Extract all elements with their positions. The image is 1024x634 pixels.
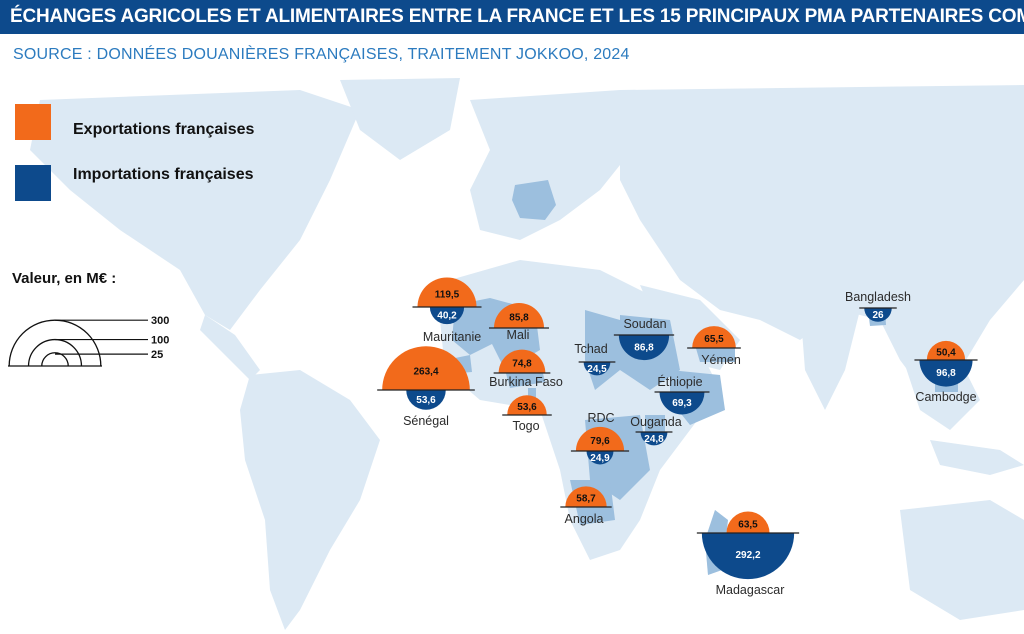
export-half-disc-madagascar — [726, 511, 770, 533]
scale-value-label: 25 — [151, 349, 163, 361]
import-half-disc-mauritanie — [429, 307, 465, 325]
country-label-y-men: Yémen — [701, 353, 741, 367]
scale-arc-25 — [41, 352, 69, 367]
import-half-disc-s-n-gal — [406, 390, 446, 410]
import-value--thiopie: 69,3 — [672, 398, 692, 409]
export-half-disc-s-n-gal — [382, 346, 470, 390]
trade-symbols: 119,5 40,2 Mauritanie 85,8 Mali 263,4 53,6 Séné… — [377, 277, 978, 597]
map-title: ÉCHANGES AGRICOLES ET ALIMENTAIRES ENTRE… — [0, 0, 1024, 34]
ouganda-shape — [645, 415, 665, 435]
export-value-y-men: 65,5 — [704, 334, 724, 345]
import-half-disc-rdc — [586, 451, 614, 465]
import-value-tchad: 24,5 — [587, 364, 607, 375]
import-value-bangladesh: 26 — [872, 310, 884, 321]
scale-value-label: 300 — [151, 315, 169, 327]
export-half-disc-mauritanie — [417, 277, 477, 307]
scale-legend: 300 100 25 — [8, 315, 169, 367]
scale-value-label: 100 — [151, 335, 169, 347]
landmass-europe — [470, 90, 640, 240]
country-label-burkina-faso: Burkina Faso — [489, 375, 563, 389]
import-value-cambodge: 96,8 — [936, 368, 956, 379]
country-label-ouganda: Ouganda — [630, 415, 681, 429]
scale-arc-300 — [8, 319, 102, 367]
import-half-disc-cambodge — [919, 360, 973, 387]
import-value-s-n-gal: 53,6 — [416, 395, 436, 406]
export-value-togo: 53,6 — [517, 402, 537, 413]
export-half-disc-mali — [493, 302, 545, 328]
import-half-disc-bangladesh — [864, 308, 892, 322]
country-label-soudan: Soudan — [623, 317, 666, 331]
country-label-bangladesh: Bangladesh — [845, 290, 911, 304]
export-half-disc-togo — [507, 395, 547, 415]
import-half-disc-ouganda — [640, 432, 668, 446]
country-label-togo: Togo — [512, 419, 539, 433]
world-map: 300 100 25 119,5 40,2 Mauritanie 85,8 Mali 263,… — [8, 78, 1024, 630]
imports-legend-label: Importations françaises — [73, 166, 254, 183]
country-label-rdc: RDC — [587, 411, 614, 425]
export-half-disc-y-men — [692, 326, 736, 348]
country-label-mali: Mali — [507, 328, 530, 342]
country-label-mauritanie: Mauritanie — [423, 330, 481, 344]
export-value-angola: 58,7 — [576, 494, 596, 505]
export-value-burkina-faso: 74,8 — [512, 358, 532, 369]
export-half-disc-burkina-faso — [498, 349, 546, 373]
country-label-angola: Angola — [565, 512, 604, 526]
landmass-south-america — [240, 370, 380, 630]
exports-swatch — [15, 104, 51, 140]
export-half-disc-cambodge — [926, 340, 966, 360]
landmass-india — [800, 305, 860, 410]
import-value-madagascar: 292,2 — [735, 550, 760, 561]
export-value-s-n-gal: 263,4 — [413, 366, 438, 377]
export-half-disc-rdc — [575, 426, 625, 451]
country-label-s-n-gal: Sénégal — [403, 414, 449, 428]
import-half-disc-madagascar — [701, 533, 795, 580]
landmass-indonesia — [930, 440, 1024, 475]
country-label-cambodge: Cambodge — [915, 390, 976, 404]
landmass-north-america — [30, 90, 360, 330]
export-value-mali: 85,8 — [509, 313, 529, 324]
yemen-shape — [695, 345, 735, 362]
export-value-rdc: 79,6 — [590, 436, 610, 447]
import-value-soudan: 86,8 — [634, 342, 654, 353]
import-half-disc--thiopie — [659, 392, 705, 415]
landmass-central-america — [200, 315, 260, 380]
map-source: SOURCE : DONNÉES DOUANIÈRES FRANÇAISES, … — [13, 46, 630, 63]
country-label--thiopie: Éthiopie — [657, 374, 702, 389]
exports-legend-label: Exportations françaises — [73, 121, 255, 138]
export-value-cambodge: 50,4 — [936, 347, 956, 358]
landmass-australia — [900, 500, 1024, 620]
mauritanie-shape — [452, 298, 500, 355]
landmass-greenland — [340, 78, 460, 160]
export-value-madagascar: 63,5 — [738, 519, 758, 530]
landmass-asia — [620, 85, 1024, 400]
imports-swatch — [15, 165, 51, 201]
import-value-rdc: 24,9 — [590, 453, 610, 464]
france-shape — [512, 180, 556, 220]
country-label-tchad: Tchad — [574, 342, 607, 356]
country-label-madagascar: Madagascar — [716, 583, 785, 597]
import-half-disc-soudan — [618, 335, 670, 361]
import-value-ouganda: 24,8 — [644, 434, 664, 445]
import-half-disc-tchad — [583, 362, 611, 376]
export-value-mauritanie: 119,5 — [435, 290, 460, 301]
export-half-disc-angola — [565, 486, 607, 507]
scale-title: Valeur, en M€ : — [12, 270, 117, 287]
import-value-mauritanie: 40,2 — [437, 311, 457, 322]
